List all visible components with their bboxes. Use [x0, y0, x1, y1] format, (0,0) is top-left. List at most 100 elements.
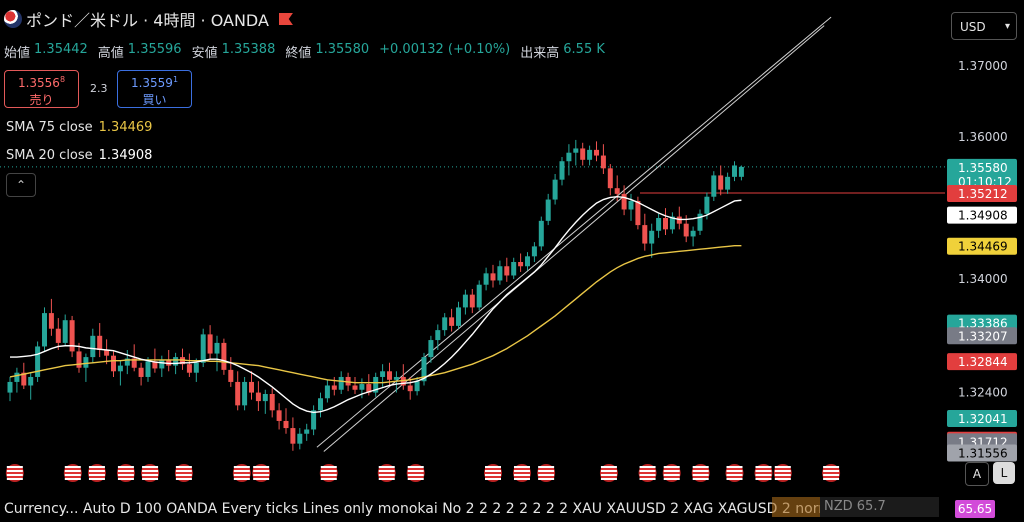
- price-axis-label: 1.37000: [958, 59, 1008, 73]
- nzd-label: NZD 65.7: [820, 497, 939, 517]
- candle-body: [21, 372, 27, 386]
- flag-stripes: [823, 466, 840, 480]
- candle-body: [152, 361, 158, 369]
- us-flag-icon: [691, 464, 710, 482]
- candle-body: [621, 193, 627, 210]
- sma75-value: 1.34469: [98, 120, 153, 135]
- flag-stripes: [513, 466, 530, 480]
- ticker-bar: Currency... Auto D 100 OANDA Every ticks…: [4, 501, 824, 517]
- buy-price-pip: 1: [172, 75, 179, 84]
- us-flag-icon: [484, 464, 502, 482]
- candle-body: [180, 357, 185, 365]
- ohlc-legend: 始値 1.35442 高値 1.35596 安値 1.35388 終値 1.35580 …: [4, 42, 611, 61]
- candle-body: [14, 372, 20, 382]
- chart-title[interactable]: ポンド／米ドル · 4時間 · OANDA: [26, 11, 269, 30]
- candle-body: [656, 218, 662, 231]
- us-flag-icon: [754, 464, 773, 482]
- high-label: 高値: [97, 46, 124, 61]
- price-axis-label: 1.34000: [958, 272, 1008, 286]
- us-flag-icon: [638, 464, 657, 482]
- candle-body: [380, 371, 386, 377]
- sma20-legend[interactable]: SMA 20 close 1.34908: [6, 148, 152, 163]
- candle-body: [366, 384, 372, 393]
- candle-body: [193, 362, 199, 373]
- candle-body: [421, 357, 427, 382]
- flag-stripes: [538, 466, 555, 480]
- currency-select[interactable]: USD ▾: [951, 12, 1017, 40]
- sell-button[interactable]: 1.35568 売り: [4, 70, 79, 108]
- ticker-highlight: [772, 497, 820, 517]
- price-badge: [947, 206, 1017, 224]
- candle-body: [711, 175, 717, 197]
- flag-stripes: [639, 466, 656, 480]
- buy-price: 1.3559: [130, 76, 173, 90]
- candle-body: [683, 223, 689, 237]
- flag-stripes: [6, 466, 23, 480]
- candle-body: [97, 335, 103, 350]
- us-flag-icon: [662, 464, 681, 482]
- candle-body: [276, 410, 282, 421]
- flag-stripes: [64, 466, 81, 480]
- candle-body: [628, 200, 634, 210]
- collapse-legend-button[interactable]: ⌃: [6, 173, 36, 197]
- candle-body: [725, 176, 731, 190]
- sma75-legend[interactable]: SMA 75 close 1.34469: [6, 120, 152, 135]
- price-badge-label: 1.34469: [958, 240, 1008, 254]
- us-flag-icon: [406, 464, 425, 482]
- us-flag-icon: [512, 464, 531, 482]
- candle-body: [580, 148, 586, 160]
- candle-body: [669, 216, 675, 230]
- candle-body: [594, 149, 599, 156]
- candle-body: [704, 196, 710, 214]
- red-flag-icon[interactable]: [278, 13, 293, 25]
- candle-body: [545, 199, 551, 221]
- candle-body: [324, 385, 330, 399]
- candle-body: [476, 284, 482, 308]
- candle-body: [352, 385, 358, 390]
- candle-body: [462, 294, 468, 308]
- candle-body: [587, 149, 593, 160]
- candle-body: [186, 364, 192, 373]
- log-scale-button[interactable]: L: [993, 462, 1015, 484]
- candle-body: [318, 398, 323, 411]
- candle-body: [456, 307, 461, 326]
- sell-label: 売り: [29, 93, 54, 107]
- sell-price-pip: 8: [59, 75, 66, 84]
- candle-body: [449, 317, 455, 326]
- gbp-usd-flag-icon: [4, 10, 22, 28]
- candle-body: [35, 346, 41, 377]
- flag-stripes: [378, 466, 395, 480]
- candle-body: [200, 334, 206, 363]
- auto-scale-button[interactable]: A: [965, 462, 989, 486]
- candle-body: [359, 384, 365, 390]
- buy-button[interactable]: 1.35591 買い: [117, 70, 192, 108]
- us-flag-icon: [141, 464, 160, 482]
- candle-body: [262, 394, 268, 402]
- candle-body: [345, 376, 351, 386]
- change-value: +0.00132 (+0.10%): [379, 42, 511, 57]
- sma75-line: [9, 244, 742, 384]
- volume-label: 出来高: [520, 46, 560, 61]
- candle-body: [235, 381, 241, 406]
- candle-body: [414, 381, 420, 392]
- candle-body: [283, 420, 289, 429]
- candle-body: [83, 357, 89, 368]
- us-flag-icon: [537, 464, 556, 482]
- us-flag-icon: [319, 464, 338, 482]
- flag-stripes: [774, 466, 791, 480]
- flag-stripes: [142, 466, 159, 480]
- candle-body: [331, 385, 337, 390]
- flag-stripes: [755, 466, 772, 480]
- low-label: 安値: [191, 46, 218, 61]
- candle-body: [600, 155, 606, 169]
- flag-stripes: [175, 466, 192, 480]
- candle-body: [435, 330, 441, 341]
- candle-body: [145, 361, 151, 377]
- candle-body: [255, 392, 261, 402]
- candle-body: [538, 220, 544, 247]
- candle-body: [697, 213, 703, 231]
- candle-body: [428, 340, 434, 358]
- us-flag-icon: [63, 464, 82, 482]
